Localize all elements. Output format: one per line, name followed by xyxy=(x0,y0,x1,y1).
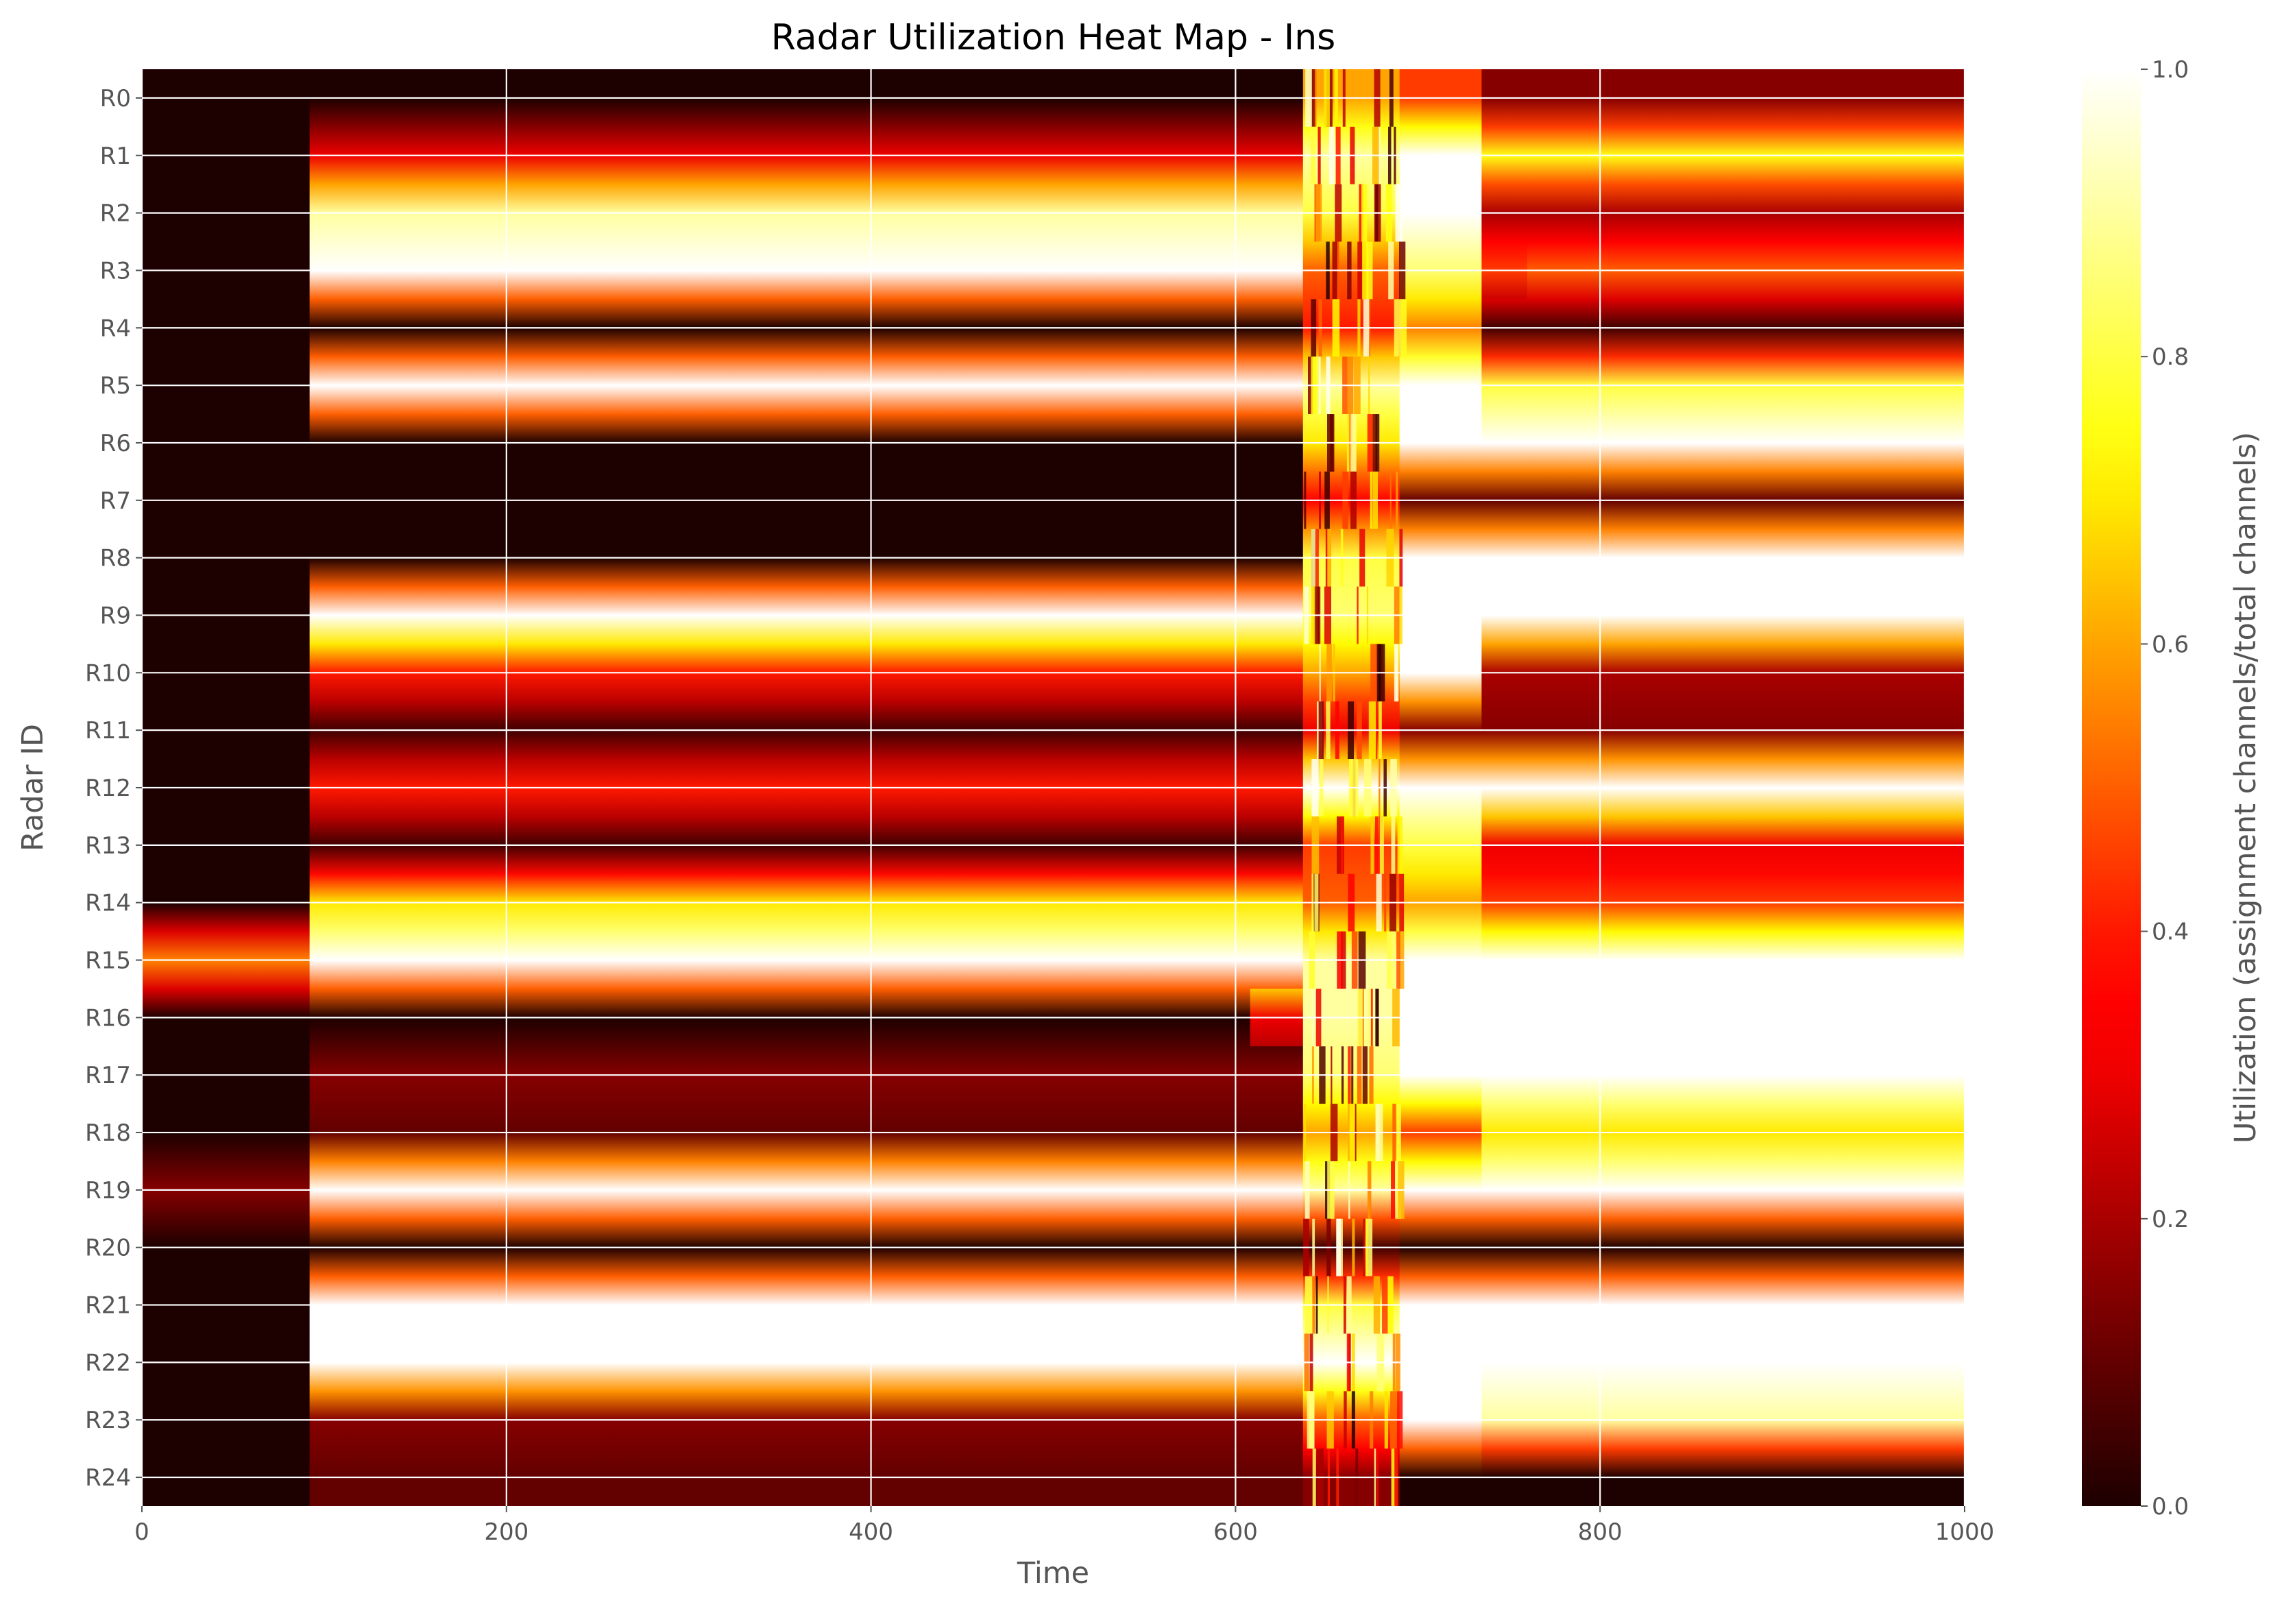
grid-lines xyxy=(141,69,1966,1506)
x-tick-label: 1000 xyxy=(1935,1518,1995,1546)
colorbar-tick-label: 0.2 xyxy=(2152,1206,2189,1233)
y-axis-title: Radar ID xyxy=(16,724,50,851)
colorbar xyxy=(2082,69,2141,1506)
y-tick-label: R20 xyxy=(85,1235,131,1262)
x-axis: 0 200 400 600 800 1000 xyxy=(134,1506,1994,1546)
y-tick-label: R18 xyxy=(85,1119,131,1147)
y-tick-label: R2 xyxy=(100,200,131,228)
y-tick-label: R4 xyxy=(100,315,131,342)
y-tick-label: R21 xyxy=(85,1292,131,1320)
x-tick-label: 400 xyxy=(849,1518,893,1546)
y-tick-label: R6 xyxy=(100,430,131,457)
y-axis: R0 R1 R2 R3 R4 R5 R6 R7 R8 R9 R10 R11 R12 R13 R14 R15 R1… xyxy=(85,85,142,1492)
colorbar-title: Utilization (assignment channels/total c… xyxy=(2229,432,2263,1143)
y-tick-label: R11 xyxy=(85,717,131,744)
x-tick-label: 600 xyxy=(1213,1518,1258,1546)
colorbar-tick-label: 0.0 xyxy=(2152,1493,2189,1520)
y-tick-label: R17 xyxy=(85,1062,131,1089)
y-tick-label: R7 xyxy=(100,487,131,515)
y-tick-label: R19 xyxy=(85,1177,131,1204)
x-tick-label: 800 xyxy=(1578,1518,1623,1546)
colorbar-tick-label: 1.0 xyxy=(2152,56,2189,84)
y-tick-label: R0 xyxy=(100,85,131,112)
x-tick-label: 0 xyxy=(134,1518,149,1546)
colorbar-tick-label: 0.6 xyxy=(2152,631,2189,658)
chart-title: Radar Utilization Heat Map - Ins xyxy=(771,17,1336,58)
y-tick-label: R3 xyxy=(100,257,131,284)
y-tick-label: R8 xyxy=(100,545,131,572)
y-tick-label: R24 xyxy=(85,1464,131,1492)
y-tick-label: R12 xyxy=(85,775,131,802)
x-axis-title: Time xyxy=(1017,1556,1089,1590)
y-tick-label: R15 xyxy=(85,947,131,975)
y-tick-label: R1 xyxy=(100,143,131,170)
colorbar-tick-label: 0.8 xyxy=(2152,343,2189,371)
y-tick-label: R22 xyxy=(85,1349,131,1377)
colorbar-axis: 0.0 0.2 0.4 0.6 0.8 1.0 xyxy=(2141,56,2189,1520)
y-tick-label: R13 xyxy=(85,832,131,860)
y-tick-label: R10 xyxy=(85,659,131,687)
y-tick-label: R5 xyxy=(100,372,131,400)
y-tick-label: R16 xyxy=(85,1004,131,1032)
y-tick-label: R9 xyxy=(100,602,131,629)
colorbar-tick-label: 0.4 xyxy=(2152,919,2189,946)
y-tick-label: R23 xyxy=(85,1407,131,1434)
x-tick-label: 200 xyxy=(484,1518,529,1546)
y-tick-label: R14 xyxy=(85,890,131,917)
